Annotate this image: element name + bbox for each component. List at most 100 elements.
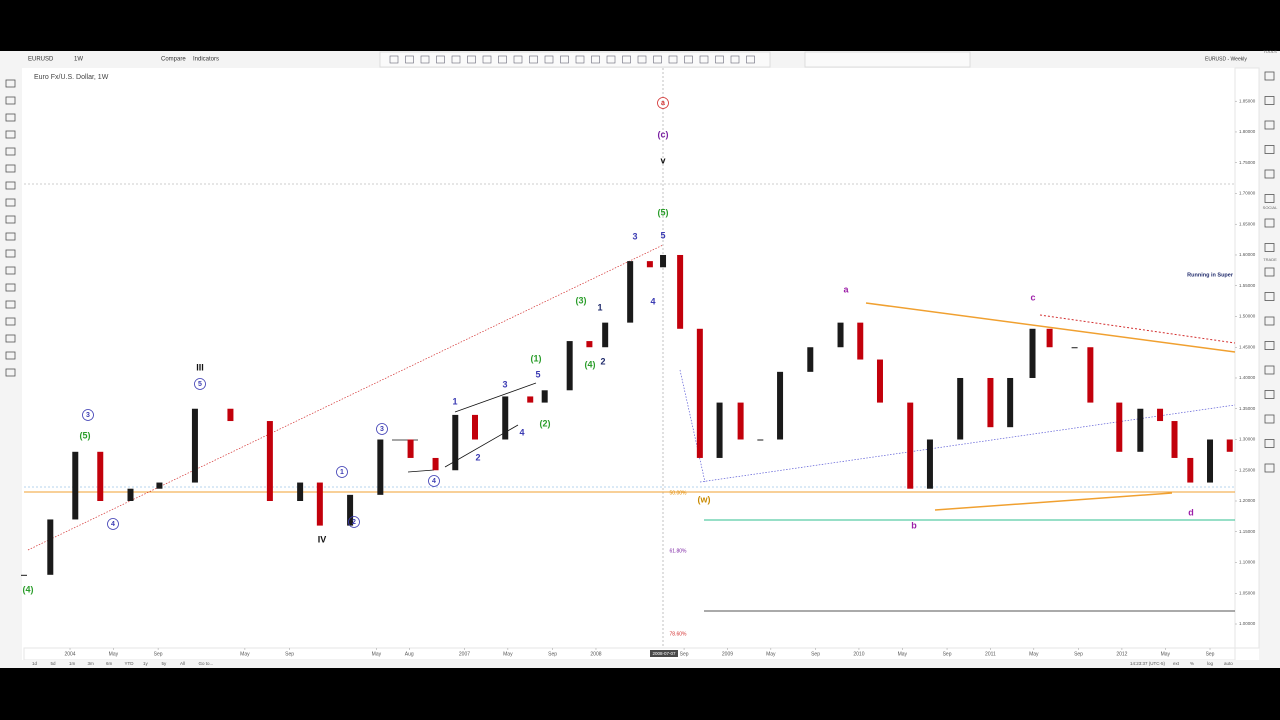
range-button[interactable]: YTD bbox=[125, 661, 135, 666]
drawing-tool[interactable] bbox=[389, 55, 399, 64]
symbol-box[interactable]: EURUSD bbox=[28, 57, 54, 63]
wave-label: 4 bbox=[519, 427, 524, 437]
range-button[interactable]: 5y bbox=[162, 661, 168, 666]
range-button[interactable]: 1d bbox=[32, 661, 38, 666]
drawing-tool[interactable] bbox=[529, 55, 538, 64]
sidebar-icon[interactable] bbox=[1264, 145, 1275, 154]
wave-label: (w) bbox=[698, 494, 711, 504]
tool-icon[interactable] bbox=[5, 351, 16, 360]
sidebar-icon[interactable] bbox=[1264, 120, 1275, 130]
drawing-tool[interactable] bbox=[591, 55, 600, 64]
drawing-tool[interactable] bbox=[746, 55, 755, 64]
indicators-button[interactable]: Indicators bbox=[193, 57, 219, 63]
drawing-tool[interactable] bbox=[513, 55, 523, 64]
tool-icon[interactable] bbox=[5, 164, 16, 173]
candle bbox=[47, 519, 54, 575]
sidebar-icon[interactable] bbox=[1264, 439, 1275, 448]
tool-icon[interactable] bbox=[5, 300, 16, 309]
sidebar-icon[interactable] bbox=[1264, 341, 1275, 350]
tool-icon[interactable] bbox=[5, 113, 16, 122]
drawing-tool[interactable] bbox=[730, 55, 740, 64]
drawing-tool[interactable] bbox=[653, 55, 662, 64]
axis-option[interactable]: auto bbox=[1224, 661, 1233, 666]
sidebar-icon[interactable] bbox=[1264, 267, 1275, 277]
drawing-tool[interactable] bbox=[420, 55, 430, 64]
drawing-tool[interactable] bbox=[622, 55, 631, 64]
tool-icon[interactable] bbox=[5, 317, 16, 326]
sidebar-icon[interactable] bbox=[1264, 414, 1275, 424]
sidebar-icon[interactable] bbox=[1264, 463, 1275, 473]
drawing-tool[interactable] bbox=[684, 55, 693, 64]
x-tick-label: May bbox=[503, 651, 513, 657]
range-button[interactable]: 6m bbox=[106, 661, 113, 666]
drawing-tool[interactable] bbox=[668, 55, 678, 64]
drawing-tool[interactable] bbox=[498, 55, 507, 64]
tool-icon[interactable] bbox=[5, 130, 16, 139]
drawing-tool[interactable] bbox=[405, 55, 414, 64]
range-button[interactable]: 3m bbox=[88, 661, 95, 666]
tool-icon[interactable] bbox=[5, 147, 16, 156]
drawing-tool[interactable] bbox=[451, 55, 461, 64]
tool-icon[interactable] bbox=[5, 198, 16, 207]
axis-option[interactable]: log bbox=[1207, 661, 1214, 666]
range-button[interactable]: 1m bbox=[69, 661, 76, 666]
candle bbox=[297, 482, 304, 502]
candle bbox=[757, 439, 764, 441]
drawing-tool[interactable] bbox=[436, 55, 445, 64]
tool-icon[interactable] bbox=[5, 181, 16, 190]
range-button[interactable]: Go to... bbox=[199, 661, 214, 666]
candle bbox=[1171, 421, 1178, 458]
candle bbox=[627, 261, 634, 323]
x-tick-label: Sep bbox=[811, 651, 820, 657]
drawing-tool[interactable] bbox=[560, 55, 569, 64]
axis-option[interactable]: % bbox=[1190, 661, 1194, 666]
sidebar-icon[interactable] bbox=[1264, 194, 1275, 203]
drawing-tool[interactable] bbox=[575, 55, 585, 64]
drawing-tool[interactable] bbox=[544, 55, 554, 64]
sidebar-icon[interactable] bbox=[1264, 390, 1275, 399]
tool-icon[interactable] bbox=[5, 368, 16, 377]
candle bbox=[857, 322, 864, 360]
sidebar-icon[interactable] bbox=[1264, 71, 1275, 81]
wave-label: 1 bbox=[452, 396, 457, 406]
interval-box[interactable]: 1W bbox=[74, 57, 83, 63]
wave-label: 3 bbox=[502, 379, 507, 389]
y-tick-label: 1.20000 bbox=[1239, 498, 1256, 503]
trend-line bbox=[1039, 314, 1236, 344]
tool-icon[interactable] bbox=[5, 266, 16, 275]
drawing-tool[interactable] bbox=[715, 55, 724, 64]
x-tick-label: Sep bbox=[285, 651, 294, 657]
drawing-tool[interactable] bbox=[637, 55, 647, 64]
tool-icon[interactable] bbox=[5, 334, 16, 343]
drawing-tool[interactable] bbox=[606, 55, 616, 64]
drawing-tool[interactable] bbox=[482, 55, 492, 64]
sidebar-icon[interactable] bbox=[1264, 96, 1275, 105]
y-tick-label: 1.10000 bbox=[1239, 560, 1256, 565]
wave-label: 4 bbox=[111, 521, 115, 528]
axis-option[interactable]: ext bbox=[1173, 661, 1180, 666]
candle bbox=[316, 482, 323, 526]
compare-button[interactable]: Compare bbox=[161, 57, 186, 63]
fib-label: 50.00% bbox=[670, 490, 688, 496]
sidebar-icon[interactable] bbox=[1264, 292, 1275, 301]
candle bbox=[716, 402, 723, 458]
candle bbox=[1207, 439, 1214, 483]
sidebar-icon[interactable] bbox=[1264, 243, 1275, 252]
tool-icon[interactable] bbox=[5, 232, 16, 241]
range-button[interactable]: All bbox=[180, 661, 185, 666]
tool-icon[interactable] bbox=[5, 215, 16, 224]
sidebar-icon[interactable] bbox=[1264, 218, 1275, 228]
tool-icon[interactable] bbox=[5, 79, 16, 88]
range-button[interactable]: 1y bbox=[143, 661, 149, 666]
layout-name[interactable]: EURUSD - Weekly bbox=[1205, 56, 1247, 62]
drawing-tool[interactable] bbox=[467, 55, 476, 64]
drawing-tool[interactable] bbox=[699, 55, 709, 64]
y-tick-label: 1.85000 bbox=[1239, 98, 1256, 103]
tool-icon[interactable] bbox=[5, 249, 16, 258]
sidebar-icon[interactable] bbox=[1264, 316, 1275, 326]
sidebar-icon[interactable] bbox=[1264, 169, 1275, 179]
tool-icon[interactable] bbox=[5, 96, 16, 105]
sidebar-icon[interactable] bbox=[1264, 365, 1275, 375]
range-button[interactable]: 5d bbox=[51, 661, 57, 666]
tool-icon[interactable] bbox=[5, 283, 16, 292]
